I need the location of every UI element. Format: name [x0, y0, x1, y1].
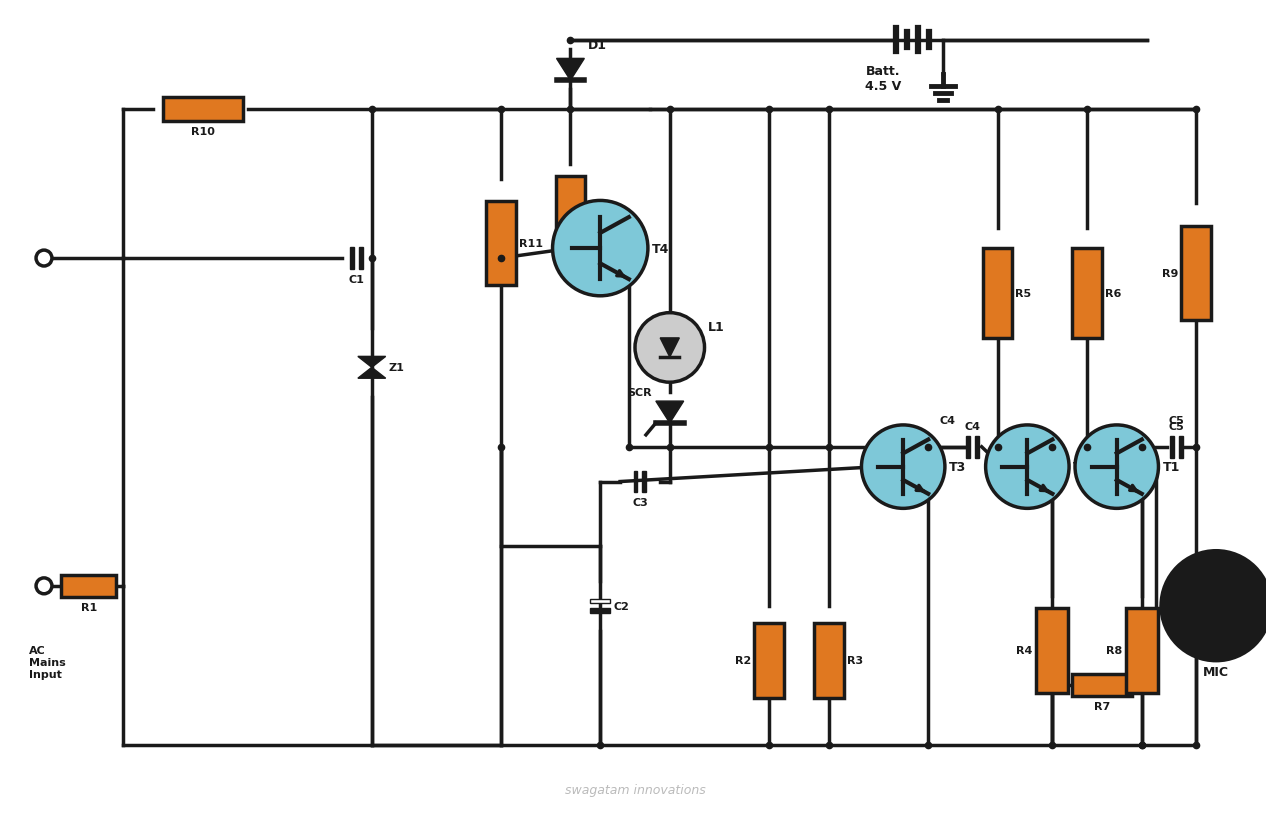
Bar	[1181, 227, 1212, 321]
Bar	[555, 177, 585, 251]
Circle shape	[1074, 425, 1158, 509]
Bar	[966, 437, 970, 458]
Bar	[1072, 675, 1132, 696]
Bar	[1072, 249, 1102, 338]
Text: C3: C3	[632, 498, 648, 508]
Text: Batt.
4.5 V: Batt. 4.5 V	[865, 65, 902, 93]
Text: R7: R7	[1093, 701, 1110, 711]
Text: L1: L1	[707, 321, 724, 333]
Text: T3: T3	[949, 461, 966, 474]
Polygon shape	[655, 402, 683, 423]
Text: R6: R6	[1105, 289, 1121, 299]
Text: T4: T4	[652, 242, 669, 256]
Bar	[1170, 437, 1173, 458]
Bar	[351, 248, 354, 270]
Bar	[1036, 609, 1068, 693]
Text: R10: R10	[190, 127, 215, 137]
Bar	[591, 599, 610, 604]
Polygon shape	[358, 368, 386, 379]
Bar	[1179, 437, 1182, 458]
Text: R2: R2	[735, 656, 752, 666]
Bar	[754, 624, 784, 698]
Text: swagatam innovations: swagatam innovations	[565, 783, 705, 796]
Text: R12: R12	[588, 209, 612, 219]
Bar	[983, 249, 1012, 338]
Text: T1: T1	[1162, 461, 1180, 474]
Text: C2: C2	[613, 601, 629, 611]
Circle shape	[1162, 552, 1270, 661]
Text: SCR: SCR	[627, 388, 652, 398]
Bar	[634, 471, 638, 493]
Bar	[163, 98, 243, 122]
Text: C4: C4	[940, 415, 956, 425]
Text: R1: R1	[80, 602, 97, 612]
Text: R5: R5	[1016, 289, 1031, 299]
Circle shape	[36, 578, 52, 594]
Text: D1: D1	[588, 39, 607, 52]
Text: R3: R3	[847, 656, 862, 666]
Text: MIC: MIC	[1203, 666, 1229, 678]
Circle shape	[635, 313, 705, 383]
Bar	[975, 437, 979, 458]
Polygon shape	[660, 338, 679, 357]
Text: Z1: Z1	[389, 363, 405, 373]
Bar	[359, 248, 363, 270]
Text: R9: R9	[1162, 269, 1179, 279]
Text: AC
Mains
Input: AC Mains Input	[29, 646, 66, 679]
Circle shape	[36, 251, 52, 266]
Text: R8: R8	[1106, 646, 1121, 656]
Text: C4: C4	[965, 422, 980, 432]
Text: C5: C5	[1168, 415, 1184, 425]
Circle shape	[986, 425, 1069, 509]
Text: T2: T2	[1073, 461, 1091, 474]
Bar	[643, 471, 646, 493]
Bar	[814, 624, 843, 698]
Bar	[1126, 609, 1158, 693]
Polygon shape	[556, 60, 584, 81]
Polygon shape	[358, 357, 386, 368]
Text: C1: C1	[349, 275, 364, 284]
Text: R4: R4	[1016, 646, 1033, 656]
Circle shape	[552, 201, 648, 296]
Circle shape	[861, 425, 945, 509]
Text: R11: R11	[518, 239, 542, 249]
Bar	[591, 609, 610, 613]
Bar	[486, 202, 516, 286]
Bar	[61, 576, 116, 597]
Text: C5: C5	[1168, 422, 1184, 432]
